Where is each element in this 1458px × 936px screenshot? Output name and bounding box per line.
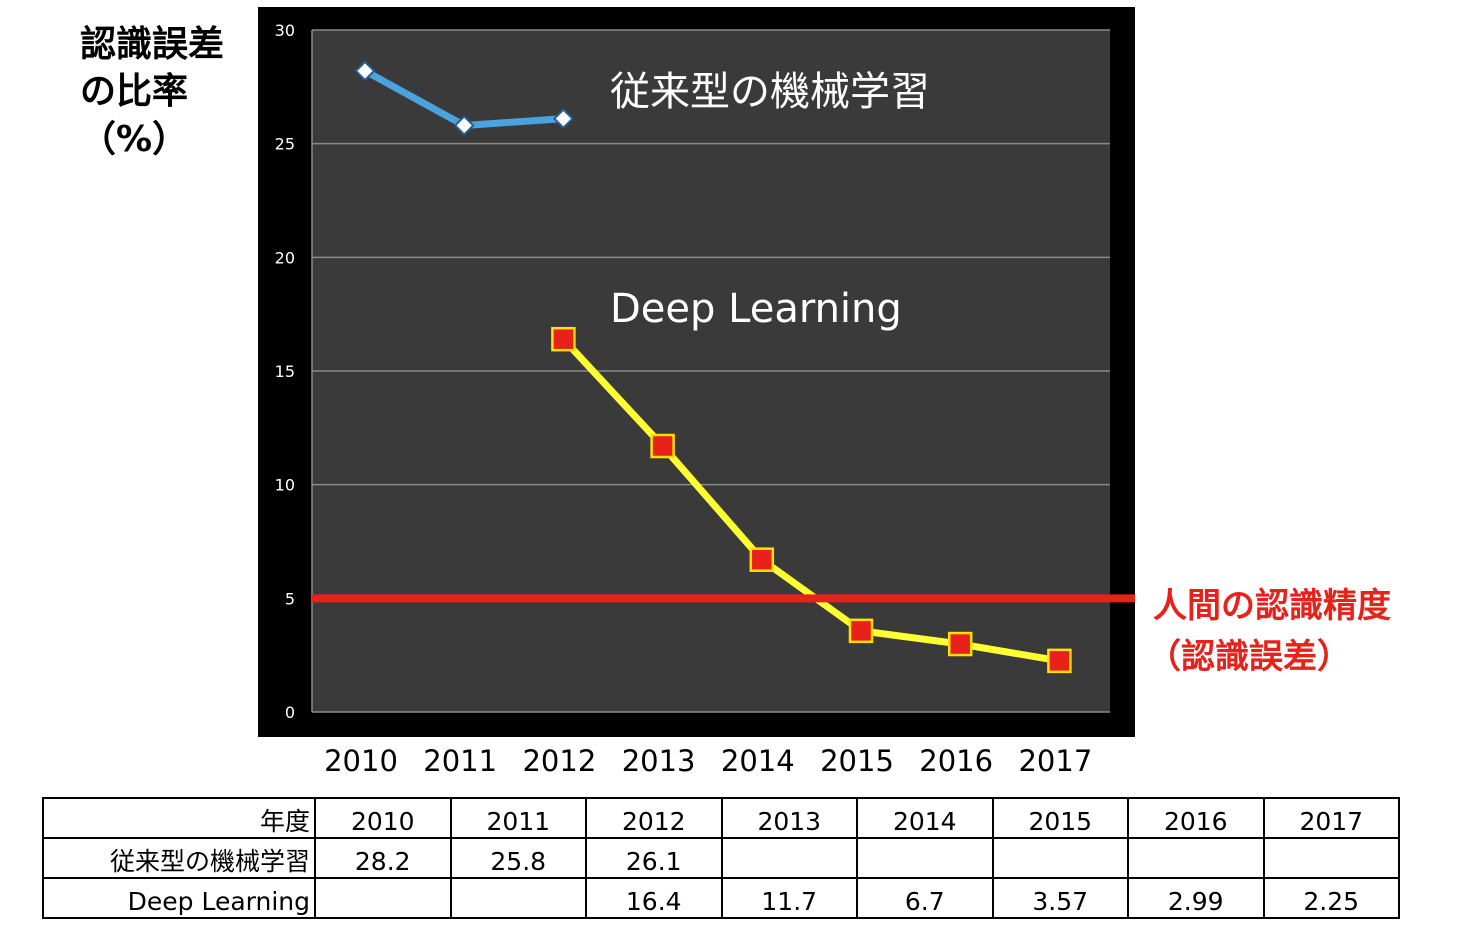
error-rate-chart: 0 5 10 15 20 25 30 2010 2011 2012 2013 2014 2015 2016… xyxy=(80,7,1391,778)
data-point xyxy=(947,631,973,657)
y-tick-label: 15 xyxy=(275,362,295,381)
table-header-label: 年度 xyxy=(42,797,316,839)
table-row-deep-learning: Deep Learning 16.4 11.7 6.7 3.57 2.99 2.… xyxy=(42,877,1400,919)
table-cell: 25.8 xyxy=(449,837,587,879)
table-year-cell: 2012 xyxy=(585,797,723,839)
table-cell: 28.2 xyxy=(314,837,452,879)
x-tick-label: 2016 xyxy=(919,744,993,778)
y-tick-label: 10 xyxy=(275,476,295,495)
y-tick-label: 30 xyxy=(275,21,295,40)
table-year-cell: 2010 xyxy=(314,797,452,839)
data-point xyxy=(749,547,775,572)
x-tick-label: 2014 xyxy=(721,744,795,778)
y-axis-label: の比率 xyxy=(80,71,188,112)
data-point xyxy=(552,108,574,130)
table-year-cell: 2016 xyxy=(1127,797,1265,839)
x-tick-label: 2010 xyxy=(324,744,398,778)
reference-line-label: 人間の認識精度 xyxy=(1153,586,1391,626)
table-cell xyxy=(1262,837,1400,879)
table-cell: 2.99 xyxy=(1127,877,1265,919)
y-tick-label: 25 xyxy=(275,135,295,154)
table-row-label: Deep Learning xyxy=(42,877,316,919)
data-point xyxy=(848,618,874,644)
table-cell: 11.7 xyxy=(720,877,858,919)
data-point xyxy=(551,326,576,352)
table-cell xyxy=(449,877,587,919)
series-annotation: Deep Learning xyxy=(610,286,902,332)
reference-line-label: （認識誤差） xyxy=(1147,637,1351,677)
table-cell xyxy=(314,877,452,919)
table-cell: 2.25 xyxy=(1262,877,1400,919)
table-cell: 16.4 xyxy=(585,877,723,919)
table-cell: 3.57 xyxy=(991,877,1129,919)
table-row-label: 従来型の機械学習 xyxy=(42,837,316,879)
x-tick-label: 2015 xyxy=(820,744,894,778)
table-year-cell: 2011 xyxy=(449,797,587,839)
x-tick-label: 2011 xyxy=(423,744,497,778)
table-cell xyxy=(856,837,994,879)
data-point xyxy=(1047,648,1072,674)
table-cell xyxy=(991,837,1129,879)
table-cell: 26.1 xyxy=(585,837,723,879)
y-axis-label: 認識誤差 xyxy=(80,24,224,65)
series-annotation: 従来型の機械学習 xyxy=(610,69,930,115)
x-tick-label: 2017 xyxy=(1018,744,1092,778)
x-tick-label: 2013 xyxy=(622,744,696,778)
table-cell xyxy=(1127,837,1265,879)
y-tick-label: 20 xyxy=(275,248,295,267)
table-year-cell: 2015 xyxy=(991,797,1129,839)
table-cell: 6.7 xyxy=(856,877,994,919)
y-tick-label: 0 xyxy=(285,703,295,722)
data-table: 年度 2010 2011 2012 2013 2014 2015 2016 20… xyxy=(42,797,1400,919)
y-tick-label: 5 xyxy=(285,589,295,608)
table-cell xyxy=(720,837,858,879)
table-year-cell: 2014 xyxy=(856,797,994,839)
table-year-cell: 2017 xyxy=(1262,797,1400,839)
table-row-traditional: 従来型の機械学習 28.2 25.8 26.1 xyxy=(42,837,1400,879)
data-point xyxy=(453,115,475,136)
data-point xyxy=(650,433,675,459)
table-year-cell: 2013 xyxy=(720,797,858,839)
data-point xyxy=(354,60,376,82)
y-axis-label: （%） xyxy=(80,119,188,160)
table-header-row: 年度 2010 2011 2012 2013 2014 2015 2016 20… xyxy=(42,797,1400,839)
x-tick-label: 2012 xyxy=(522,744,596,778)
